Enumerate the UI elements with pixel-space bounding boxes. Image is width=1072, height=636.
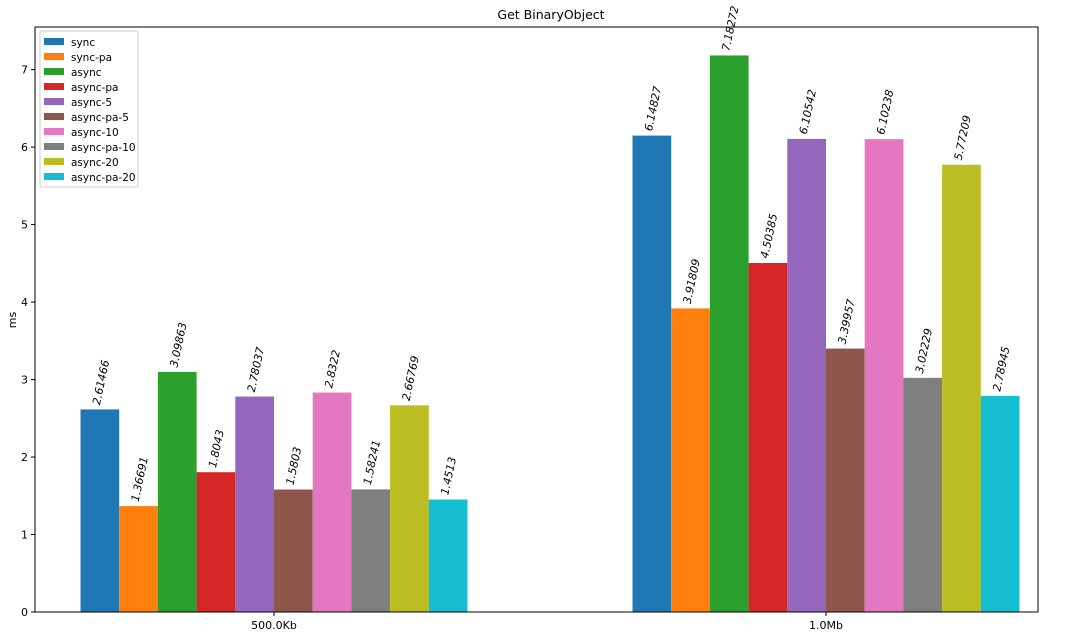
bar-sync-pa-1.0Mb: [671, 308, 710, 612]
legend-swatch: [44, 83, 64, 90]
bar-async-20-1.0Mb: [942, 164, 981, 612]
legend-label: async-10: [71, 127, 119, 139]
legend-label: async-pa-20: [71, 172, 136, 184]
x-axis: 500.0Kb 1.0Mb: [251, 612, 843, 632]
bar-async-1.0Mb: [709, 55, 749, 612]
bar-value-label: 1.58241: [361, 439, 383, 486]
bar-async-5-1.0Mb: [787, 138, 826, 612]
bar-value-label: 2.78037: [245, 346, 267, 393]
y-axis: 0 1 2 3 4 5 6 7: [21, 64, 35, 619]
legend-swatch: [44, 173, 64, 180]
bar-async-500.0Kb: [157, 371, 197, 612]
legend-swatch: [44, 113, 64, 120]
bar-value-label: 1.4513: [438, 456, 459, 496]
legend-swatch: [44, 38, 64, 45]
legend-label: async-20: [71, 157, 119, 169]
legend-swatch: [44, 158, 64, 165]
legend-label: async-5: [71, 97, 112, 109]
legend-swatch: [44, 53, 64, 60]
bar-async-pa-20-1.0Mb: [980, 395, 1020, 612]
bar-async-pa-500.0Kb: [196, 472, 236, 612]
legend-swatch: [44, 68, 64, 75]
bar-value-label: 2.8322: [322, 349, 343, 389]
chart-title: Get BinaryObject: [497, 7, 604, 22]
legend: sync sync-pa async async-pa async-5 async-pa-…: [39, 30, 139, 188]
x-tick-label: 500.0Kb: [251, 619, 297, 632]
y-tick-label: 7: [21, 64, 28, 77]
bars-layer: [80, 55, 1020, 613]
bar-value-label: 2.78945: [990, 345, 1012, 392]
bar-value-label: 6.10238: [874, 89, 896, 136]
bar-async-20-500.0Kb: [390, 405, 429, 612]
legend-swatch: [44, 98, 64, 105]
legend-label: async-pa-10: [71, 142, 136, 154]
bar-sync-1.0Mb: [632, 135, 672, 613]
bar-value-label: 6.10542: [797, 88, 819, 135]
legend-label: async-pa-5: [71, 112, 129, 124]
bar-value-label: 5.77209: [952, 114, 974, 161]
bar-async-pa-20-500.0Kb: [428, 499, 468, 612]
bar-value-label: 3.91809: [681, 258, 703, 305]
bar-value-label: 3.09863: [167, 321, 189, 368]
y-tick-label: 6: [21, 141, 28, 154]
bar-async-5-500.0Kb: [235, 396, 274, 612]
legend-label: sync: [71, 37, 95, 49]
bar-sync-pa-500.0Kb: [119, 506, 158, 612]
y-tick-label: 2: [21, 451, 28, 464]
legend-swatch: [44, 143, 64, 150]
legend-box: [39, 30, 139, 188]
y-tick-label: 3: [21, 374, 28, 387]
bar-async-pa-1.0Mb: [748, 263, 788, 612]
legend-label: async-pa: [71, 82, 118, 94]
bar-value-label: 2.61466: [90, 359, 112, 406]
bar-value-label: 1.8043: [206, 428, 227, 468]
bar-async-pa-10-1.0Mb: [903, 377, 943, 612]
bar-value-label: 3.02229: [913, 327, 935, 374]
bar-value-label: 1.36691: [129, 456, 151, 503]
bar-value-label: 4.50385: [758, 212, 780, 259]
y-tick-label: 5: [21, 219, 28, 232]
plot-frame: [34, 26, 1039, 613]
bar-value-label: 3.39957: [836, 298, 858, 345]
bar-async-10-1.0Mb: [864, 139, 904, 613]
bar-async-pa-5-1.0Mb: [826, 348, 865, 612]
bar-value-label: 2.66769: [400, 355, 422, 402]
bar-async-pa-5-500.0Kb: [274, 489, 313, 612]
y-tick-label: 1: [21, 529, 28, 542]
bar-sync-500.0Kb: [80, 409, 120, 612]
legend-swatch: [44, 128, 64, 135]
legend-label: sync-pa: [71, 52, 112, 64]
bar-value-label: 6.14827: [642, 85, 664, 132]
bar-async-pa-10-500.0Kb: [351, 489, 391, 612]
legend-label: async: [71, 67, 102, 79]
y-axis-label: ms: [6, 312, 19, 329]
bar-value-label: 7.18272: [719, 5, 741, 52]
bar-value-label: 1.5803: [284, 446, 305, 486]
y-tick-label: 0: [21, 606, 28, 619]
bar-async-10-500.0Kb: [312, 392, 352, 612]
x-tick-label: 1.0Mb: [809, 619, 843, 632]
y-tick-label: 4: [21, 296, 28, 309]
